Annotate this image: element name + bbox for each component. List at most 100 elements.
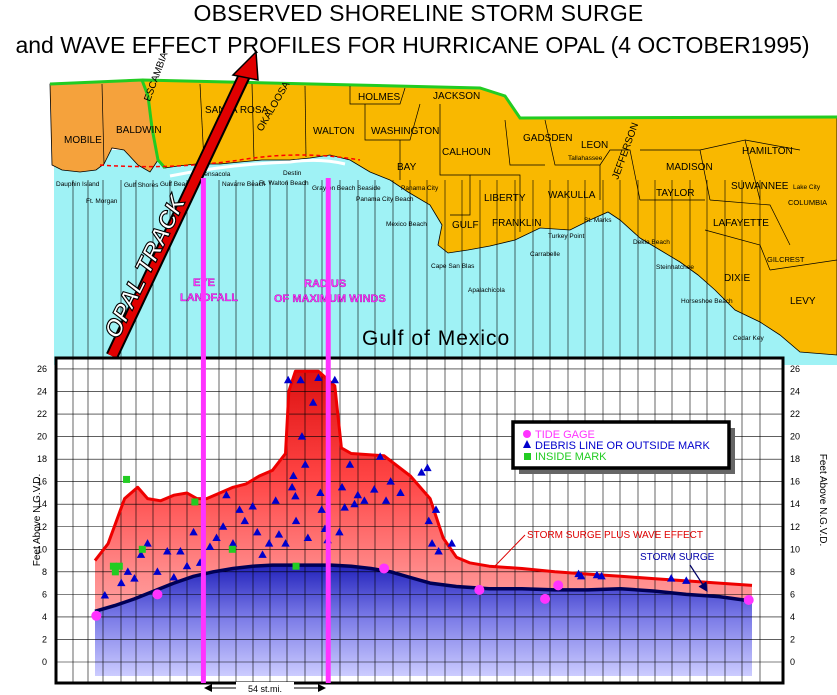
y-tick-left: 6 xyxy=(42,589,47,599)
scale-label-bg xyxy=(236,682,294,694)
debris-mark xyxy=(182,561,192,570)
county-label: LIBERTY xyxy=(484,193,526,204)
inside-mark xyxy=(292,562,300,570)
y-tick-right: 26 xyxy=(790,364,800,374)
y-tick-left: 14 xyxy=(37,499,47,509)
place-label: Pensacola xyxy=(200,171,231,178)
debris-mark xyxy=(228,539,238,547)
tide-gage-mark xyxy=(152,589,163,600)
legend: TIDE GAGE DEBRIS LINE OR OUTSIDE MARK IN… xyxy=(511,420,735,474)
legend-tide-gage-marker xyxy=(523,430,531,438)
y-tick-left: 12 xyxy=(37,522,47,532)
county-label: MADISON xyxy=(666,162,713,173)
profile-line xyxy=(99,154,361,168)
county-label: LAFAYETTE xyxy=(713,218,769,229)
debris-mark xyxy=(258,550,267,558)
county-label: SANTA ROSA xyxy=(205,105,268,116)
county-label: SUWANNEE xyxy=(731,181,789,192)
chart-frame xyxy=(54,356,785,685)
y-tick-right: 2 xyxy=(790,634,795,644)
legend-inside: INSIDE MARK xyxy=(535,451,607,463)
opal-track-arrow xyxy=(107,70,251,358)
rmw-label-1: RADIUS xyxy=(304,278,346,290)
place-label: Tallahassee xyxy=(568,155,603,162)
florida-land xyxy=(141,79,837,356)
place-label: Navarre Beach xyxy=(222,181,266,188)
debris-mark xyxy=(281,539,290,547)
debris-mark xyxy=(337,482,347,491)
county-label: DIXIE xyxy=(724,273,750,284)
place-label: Apalachicola xyxy=(468,287,505,294)
place-label: Turkey Point xyxy=(548,233,584,240)
place-label: Carrabelle xyxy=(530,251,560,258)
y-tick-left: 16 xyxy=(37,477,47,487)
magenta-reference-lines xyxy=(200,178,331,683)
scale-arrow-left xyxy=(204,684,212,692)
title-line-2: and WAVE EFFECT PROFILES FOR HURRICANE O… xyxy=(15,32,810,58)
place-labels: Dauphin Island Ft. Morgan Gulf Shores Gulf … xyxy=(56,155,821,342)
debris-mark xyxy=(240,516,249,525)
place-label: Ft. Morgan xyxy=(86,198,118,205)
place-label: Lake City xyxy=(793,184,821,191)
debris-mark xyxy=(176,547,185,555)
debris-mark xyxy=(314,373,323,381)
eye-label-2: LANDFALL xyxy=(180,292,238,304)
debris-mark xyxy=(386,477,395,485)
y-tick-left: 22 xyxy=(37,409,47,419)
y-tick-right: 24 xyxy=(790,387,800,397)
place-label: Horseshoe Beach xyxy=(681,298,733,305)
debris-mark xyxy=(271,496,280,504)
y-tick-left: 0 xyxy=(42,657,47,667)
legend-box xyxy=(511,420,731,470)
debris-mark xyxy=(423,463,432,472)
county-label: HOLMES xyxy=(358,92,401,103)
debris-mark xyxy=(287,482,297,491)
county-label: JACKSON xyxy=(433,91,480,102)
debris-mark xyxy=(291,516,301,525)
debris-mark xyxy=(335,527,344,536)
debris-mark xyxy=(274,530,284,538)
beach-lines xyxy=(72,180,761,358)
county-boundaries xyxy=(101,83,837,271)
place-label: St. Marks xyxy=(584,217,612,224)
county-label: MOBILE xyxy=(64,135,102,146)
debris-mark xyxy=(317,505,326,513)
debris-mark xyxy=(136,550,146,558)
place-label: Dekle Beach xyxy=(633,239,670,246)
annotation-surge-plus-wave: STORM SURGE PLUS WAVE EFFECT xyxy=(527,530,703,541)
y-tick-right: 8 xyxy=(790,567,795,577)
inside-mark xyxy=(191,498,199,506)
county-label: GADSDEN xyxy=(523,133,572,144)
debris-mark xyxy=(289,471,298,480)
debris-mark xyxy=(100,591,110,599)
y-tick-left: 20 xyxy=(37,432,47,442)
storm-surge-line xyxy=(94,563,753,613)
debris-mark xyxy=(370,485,379,493)
place-label: Ft. Walton Beach xyxy=(259,180,309,187)
y-tick-right: 16 xyxy=(790,477,800,487)
y-tick-right: 4 xyxy=(790,612,795,622)
debris-mark xyxy=(576,571,586,580)
debris-mark xyxy=(316,488,325,496)
debris-mark xyxy=(218,522,228,530)
tide-gage-mark xyxy=(553,580,564,591)
y-tick-right: 0 xyxy=(790,657,795,667)
debris-mark xyxy=(143,539,152,547)
y-tick-left: 24 xyxy=(37,387,47,397)
place-label: Grayton Beach Seaside xyxy=(312,185,381,192)
debris-mark xyxy=(340,503,349,511)
title-line-1: OBSERVED SHORELINE STORM SURGE xyxy=(193,0,644,26)
county-label: WASHINGTON xyxy=(371,126,439,137)
debris-mark xyxy=(297,432,307,440)
inside-mark xyxy=(138,545,146,553)
county-label: BALDWIN xyxy=(116,125,162,136)
y-tick-right: 18 xyxy=(790,454,800,464)
debris-mark xyxy=(431,505,441,513)
debris-mark xyxy=(666,574,676,582)
tide-gage-mark xyxy=(540,593,551,604)
debris-mark xyxy=(381,496,391,504)
